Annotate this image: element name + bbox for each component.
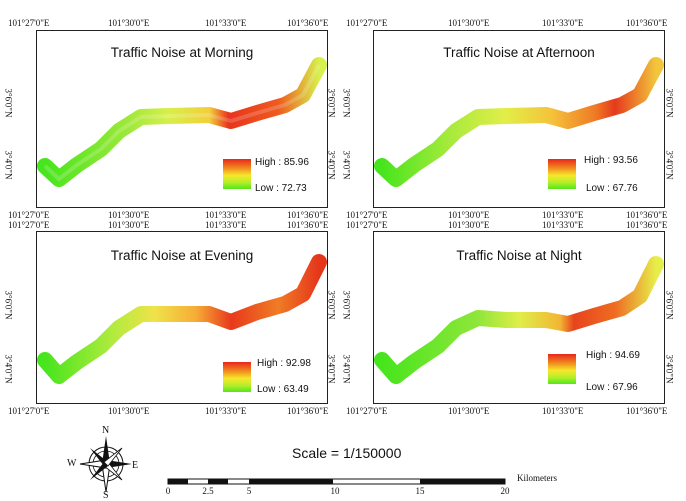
- top-tick: 101°36'0"E: [287, 220, 329, 230]
- top-tick: 101°30'0"E: [448, 18, 490, 28]
- scale-label: 5: [246, 486, 252, 496]
- compass-e: E: [132, 460, 139, 471]
- legend-high: High : 94.69: [586, 350, 640, 361]
- bottom-tick: 101°27'0"E: [346, 406, 388, 416]
- top-tick: 101°36'0"E: [287, 18, 329, 28]
- bottom-tick: 101°33'0"E: [542, 406, 584, 416]
- top-tick: 101°27'0"E: [8, 18, 50, 28]
- top-tick: 101°33'0"E: [205, 220, 247, 230]
- legend-low: Low : 63.49: [257, 384, 309, 395]
- bottom-tick: 101°27'0"E: [8, 210, 50, 220]
- legend-high: High : 93.56: [584, 155, 638, 166]
- legend-high: High : 85.96: [255, 157, 309, 168]
- bottom-tick: 101°30'0"E: [448, 406, 490, 416]
- legend-high: High : 92.98: [257, 358, 311, 369]
- compass-s: S: [103, 490, 109, 501]
- noise-road: [374, 256, 664, 384]
- scale-label: 10: [330, 486, 340, 496]
- map-frame: Traffic Noise at Afternoon High : 93.56 …: [373, 30, 665, 208]
- legend-low: Low : 72.73: [255, 183, 307, 194]
- noise-road-map: [37, 254, 327, 384]
- bottom-tick: 101°36'0"E: [626, 406, 668, 416]
- noise-road-map: [374, 57, 664, 187]
- scale-ratio: Scale = 1/150000: [292, 445, 402, 461]
- panel-title: Traffic Noise at Night: [456, 248, 582, 263]
- noise-road: [37, 254, 327, 384]
- legend-low: Low : 67.96: [586, 382, 638, 393]
- top-tick: 101°30'0"E: [108, 220, 150, 230]
- scale-label: 0: [165, 486, 171, 496]
- top-tick: 101°33'0"E: [205, 18, 247, 28]
- compass-w: W: [67, 458, 77, 469]
- bottom-tick: 101°30'0"E: [108, 210, 150, 220]
- top-tick: 101°36'0"E: [626, 18, 668, 28]
- north-arrow: N S W E: [67, 425, 142, 501]
- top-tick: 101°30'0"E: [108, 18, 150, 28]
- top-tick: 101°36'0"E: [626, 220, 668, 230]
- noise-road-map: [374, 256, 664, 384]
- bottom-tick: 101°33'0"E: [205, 406, 247, 416]
- noise-road: [374, 57, 664, 187]
- legend-color-ramp: [548, 159, 576, 189]
- top-tick: 101°33'0"E: [542, 220, 584, 230]
- compass-rose-icon: [79, 436, 132, 493]
- top-tick: 101°27'0"E: [346, 18, 388, 28]
- bottom-tick: 101°36'0"E: [287, 406, 329, 416]
- scale-unit: Kilometers: [517, 473, 557, 483]
- bottom-tick: 101°30'0"E: [448, 210, 490, 220]
- map-frame: Traffic Noise at Night High : 94.69 Low …: [373, 231, 665, 404]
- bottom-tick: 101°27'0"E: [346, 210, 388, 220]
- bottom-tick: 101°36'0"E: [626, 210, 668, 220]
- bottom-tick: 101°27'0"E: [8, 406, 50, 416]
- panel-title: Traffic Noise at Morning: [110, 45, 254, 60]
- top-tick: 101°27'0"E: [8, 220, 50, 230]
- bottom-tick: 101°36'0"E: [287, 210, 329, 220]
- top-tick: 101°33'0"E: [542, 18, 584, 28]
- top-tick: 101°27'0"E: [346, 220, 388, 230]
- legend-color-ramp: [223, 362, 251, 392]
- map-frame: Traffic Noise at Evening High : 92.98 Lo…: [36, 231, 328, 404]
- legend-color-ramp: [548, 354, 576, 384]
- noise-road: [37, 57, 327, 187]
- compass-n: N: [102, 425, 110, 436]
- panel-title: Traffic Noise at Evening: [110, 248, 254, 263]
- panel-title: Traffic Noise at Afternoon: [443, 45, 595, 60]
- noise-road-map: [37, 57, 327, 187]
- scale-label: 2.5: [202, 486, 214, 496]
- bottom-tick: 101°33'0"E: [205, 210, 247, 220]
- bottom-tick: 101°30'0"E: [108, 406, 150, 416]
- bottom-tick: 101°33'0"E: [542, 210, 584, 220]
- scale-label: 20: [500, 486, 510, 496]
- legend-color-ramp: [223, 159, 251, 189]
- legend-low: Low : 67.76: [586, 183, 638, 194]
- map-frame: Traffic Noise at Morning High : 85.96 Lo…: [36, 30, 328, 208]
- top-tick: 101°30'0"E: [448, 220, 490, 230]
- scale-label: 15: [415, 486, 425, 496]
- road-centerline: [43, 64, 321, 181]
